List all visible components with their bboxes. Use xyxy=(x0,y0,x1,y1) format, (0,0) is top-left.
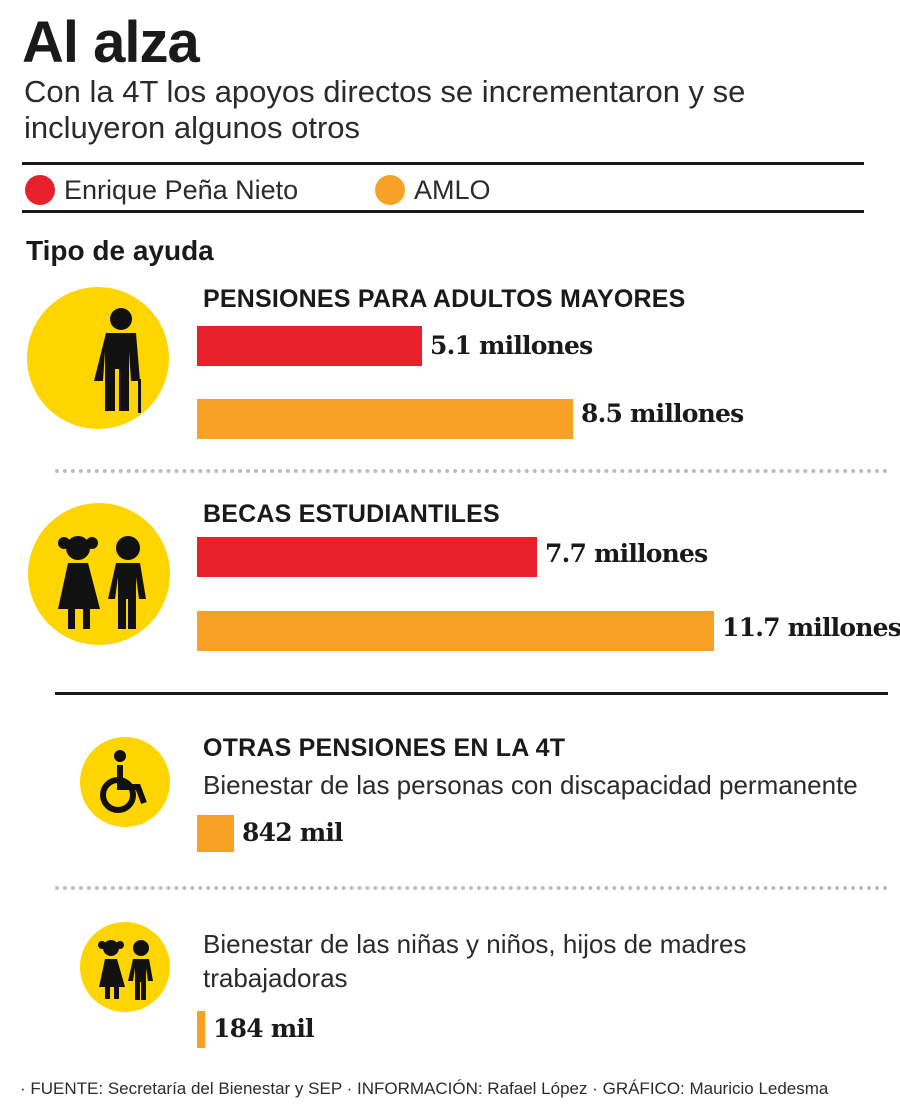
wheelchair-icon xyxy=(80,737,170,827)
other-heading: OTRAS PENSIONES EN LA 4T xyxy=(203,734,566,762)
children-small-icon xyxy=(80,922,170,1012)
bar-amlo-ninas-ninos xyxy=(197,1011,205,1048)
legend-marker-pena-nieto xyxy=(25,175,55,205)
value-label-amlo-adultos-mayores: 8.5 millones xyxy=(581,399,744,428)
legend-bottom-rule xyxy=(22,210,864,213)
dotted-divider xyxy=(55,469,888,473)
value-label-amlo-becas: 11.7 millones xyxy=(722,613,900,642)
section-label: Tipo de ayuda xyxy=(26,235,214,266)
chart-title: Al alza xyxy=(22,10,200,75)
children-icon xyxy=(28,503,170,645)
bar-amlo-becas xyxy=(197,611,714,651)
other-label-ninas-ninos: Bienestar de las niñas y niños, hijos de… xyxy=(203,929,747,993)
value-label-ninas-ninos: 184 mil xyxy=(213,1014,315,1043)
chart-subtitle: Con la 4T los apoyos directos se increme… xyxy=(24,74,746,145)
value-label-discapacidad: 842 mil xyxy=(242,818,344,847)
value-label-pena-nieto-adultos-mayores: 5.1 millones xyxy=(430,331,593,360)
legend-label-amlo: AMLO xyxy=(414,175,491,205)
bar-amlo-adultos-mayores xyxy=(197,399,573,439)
source-footer: · FUENTE: Secretaría del Bienestar y SEP… xyxy=(20,1079,829,1098)
section-divider xyxy=(55,692,888,695)
dotted-divider-2 xyxy=(55,886,888,890)
category-label-adultos-mayores: PENSIONES PARA ADULTOS MAYORES xyxy=(203,285,686,313)
legend-marker-amlo xyxy=(375,175,405,205)
bar-pena-nieto-adultos-mayores xyxy=(197,326,422,366)
elderly-person-icon xyxy=(27,287,169,429)
bar-amlo-discapacidad xyxy=(197,815,234,852)
legend-label-pena-nieto: Enrique Peña Nieto xyxy=(64,175,299,205)
bar-pena-nieto-becas xyxy=(197,537,537,577)
value-label-pena-nieto-becas: 7.7 millones xyxy=(545,539,708,568)
category-label-becas: BECAS ESTUDIANTILES xyxy=(203,500,500,528)
legend-top-rule xyxy=(22,162,864,165)
other-label-discapacidad: Bienestar de las personas con discapacid… xyxy=(203,770,858,800)
